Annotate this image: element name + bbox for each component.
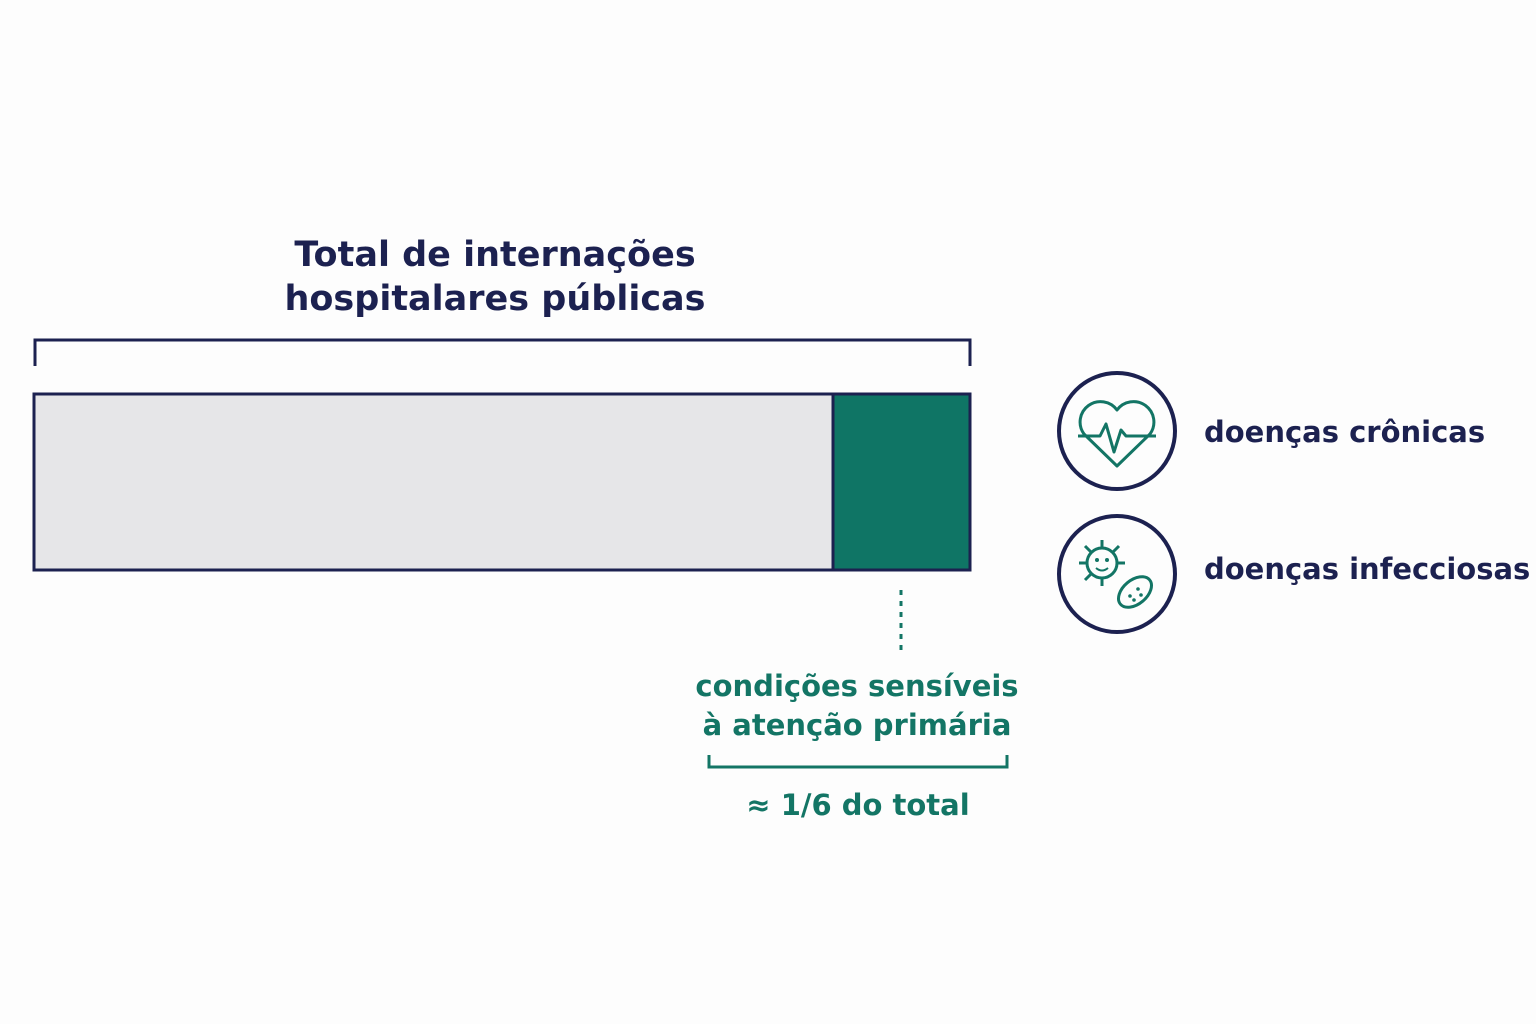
share-bracket — [707, 755, 1009, 769]
title-line: hospitalares públicas — [284, 279, 705, 319]
total-bar — [32, 392, 972, 572]
highlight-segment — [831, 392, 972, 572]
infectious-icon — [1057, 514, 1177, 634]
title-line: Total de internações — [294, 235, 695, 275]
highlight-label: à atenção primária — [703, 708, 1012, 742]
total-bracket — [33, 338, 972, 366]
legend-label: doenças crônicas — [1204, 415, 1485, 449]
share-label: ≈ 1/6 do total — [746, 788, 969, 822]
chronic-icon — [1057, 371, 1177, 491]
legend-label: doenças infecciosas — [1204, 552, 1530, 586]
highlight-label: condições sensíveis — [695, 669, 1018, 703]
